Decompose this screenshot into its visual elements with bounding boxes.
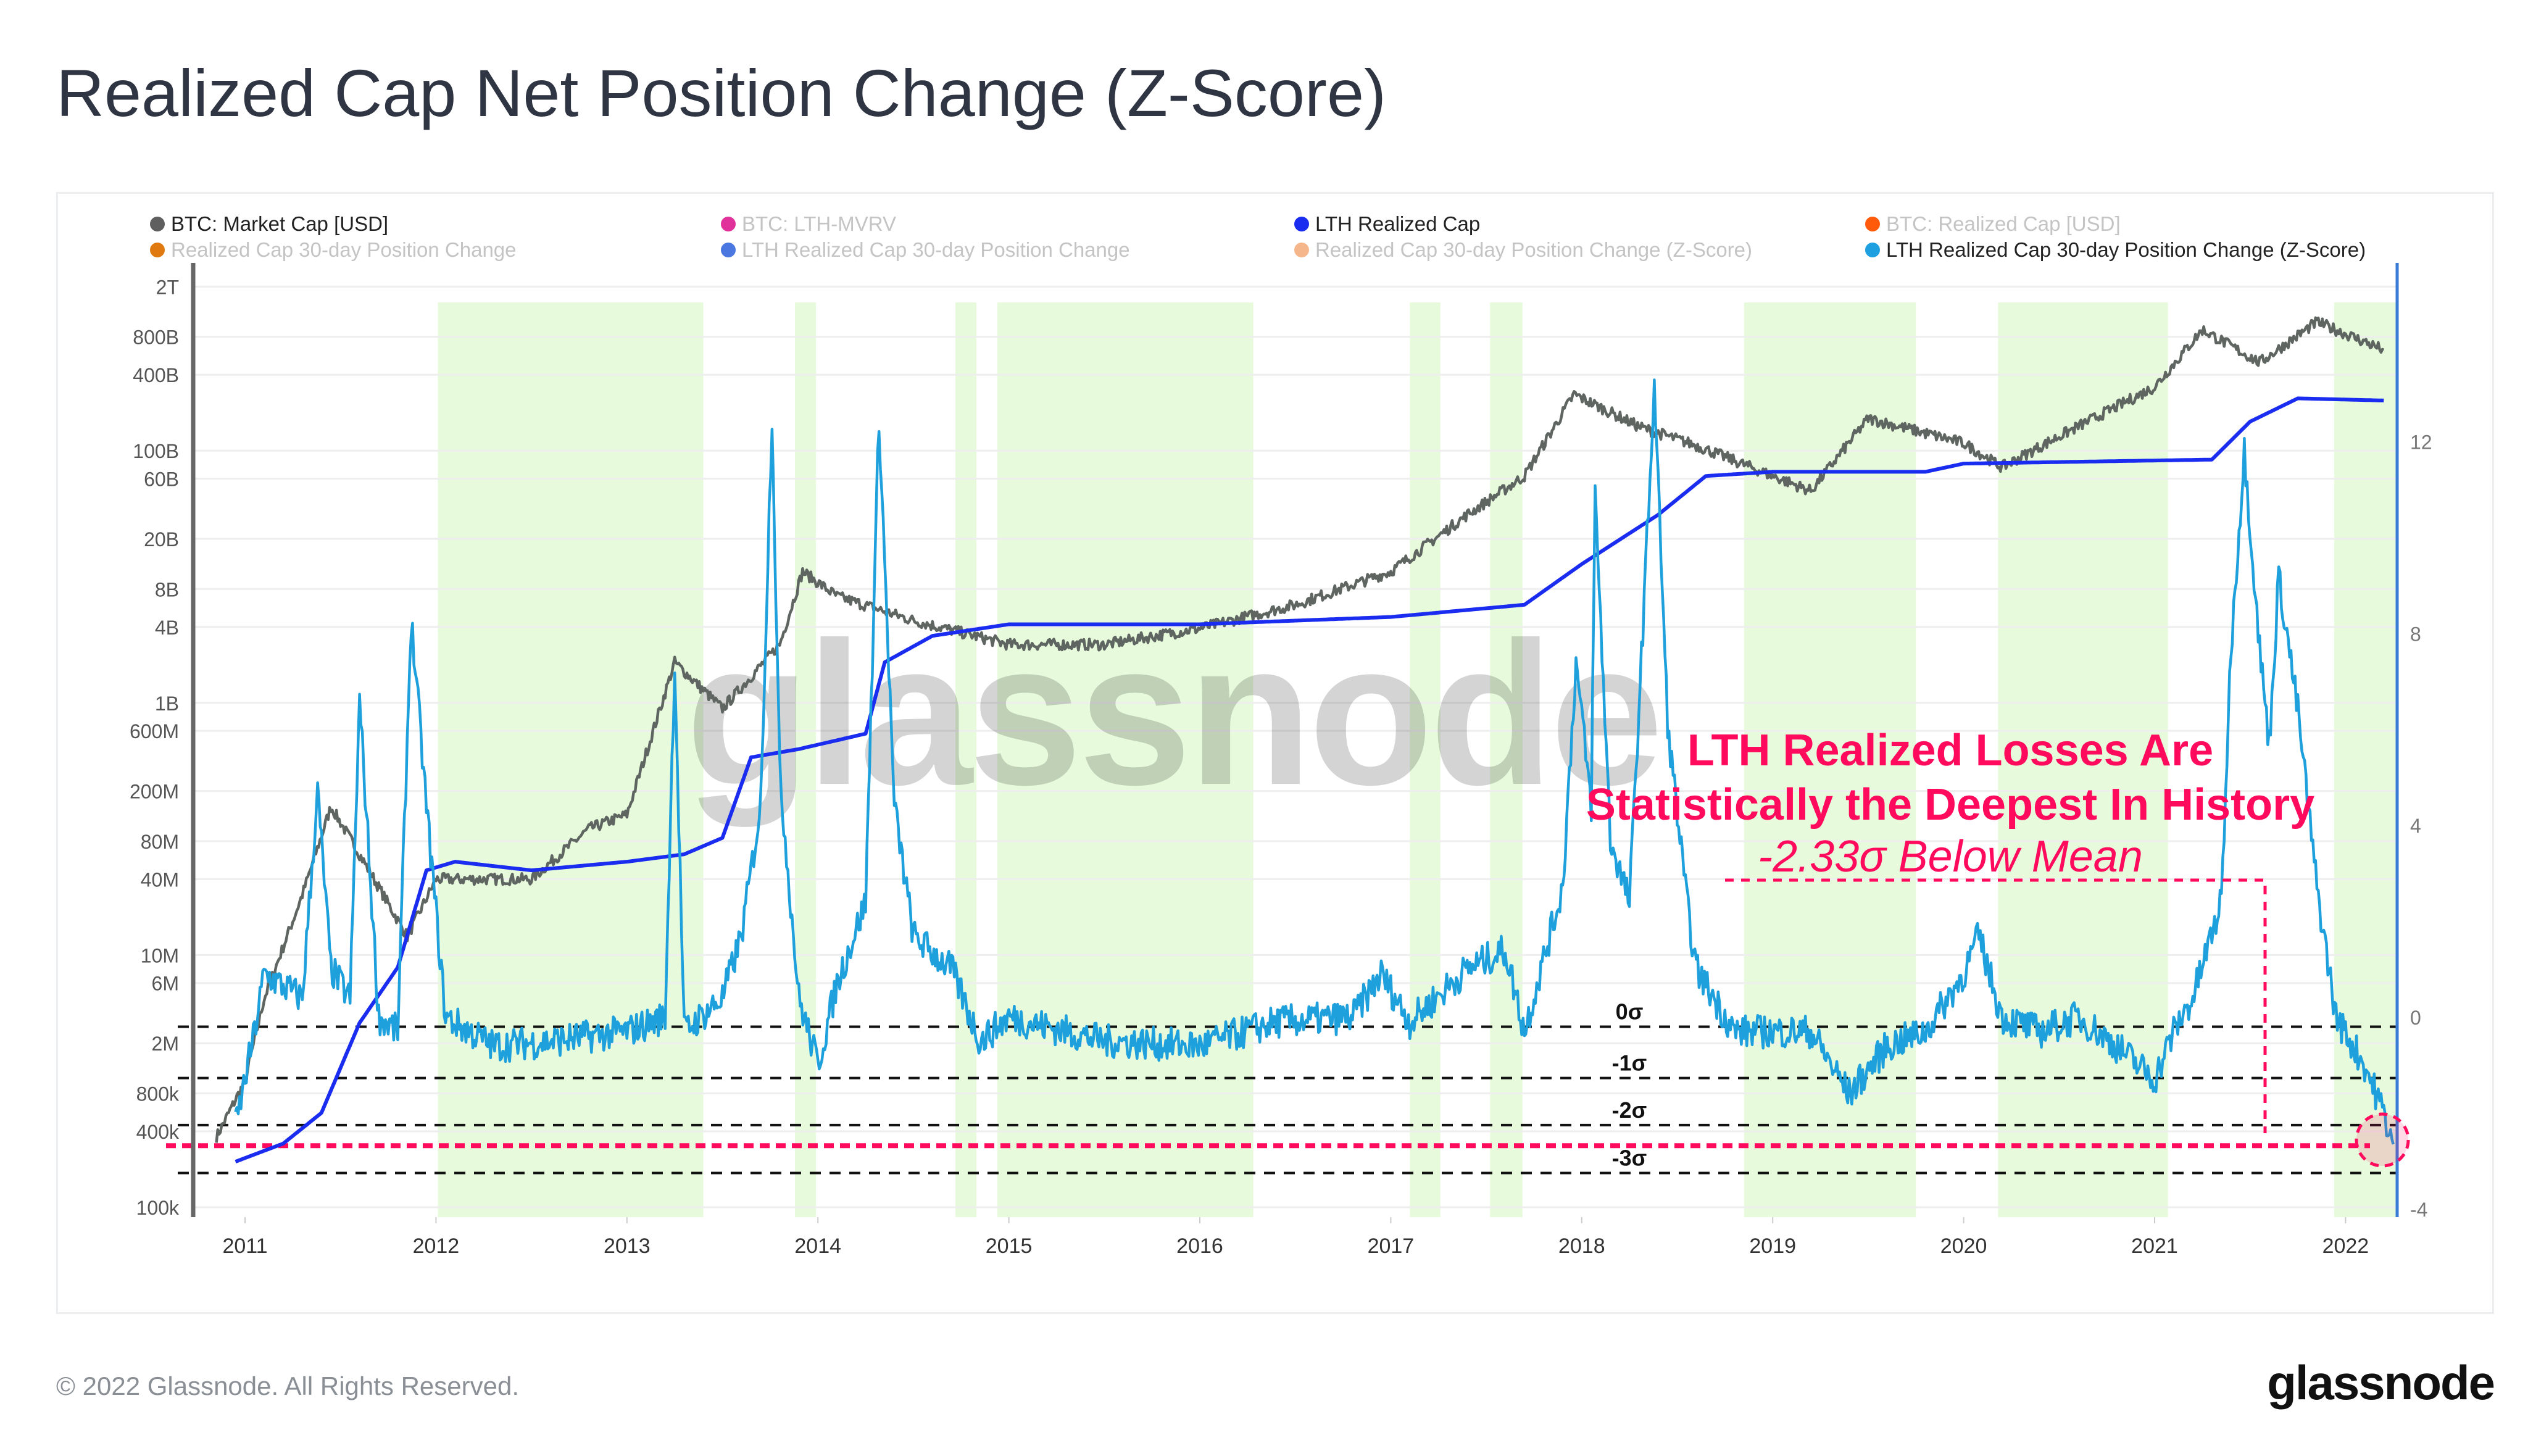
series-line-lth-realized-cap	[235, 396, 2385, 1163]
sigma-label: -3σ	[1612, 1146, 1647, 1171]
copyright: © 2022 Glassnode. All Rights Reserved.	[56, 1371, 520, 1400]
legend-item[interactable]: Realized Cap 30-day Position Change	[150, 238, 517, 262]
annotation-line-2: Statistically the Deepest In History	[1586, 780, 2314, 830]
right-tick-label: -4	[2410, 1199, 2427, 1221]
left-tick-label: 400B	[133, 364, 179, 386]
x-tick-label: 2013	[604, 1234, 651, 1258]
left-tick-label: 20B	[144, 528, 179, 551]
shaded-period	[795, 302, 817, 1217]
legend-dot-icon	[1865, 217, 1880, 231]
legend-dot-icon	[150, 217, 165, 231]
annotation-line-1: LTH Realized Losses Are	[1687, 726, 2213, 775]
shaded-period	[438, 302, 704, 1217]
shaded-period	[997, 302, 1254, 1217]
left-tick-label: 200M	[130, 781, 179, 803]
left-tick-label: 100B	[133, 440, 179, 462]
page-title: Realized Cap Net Position Change (Z-Scor…	[56, 56, 1386, 130]
series-line-lth-position-change-zscore	[234, 378, 2395, 1145]
legend-label: LTH Realized Cap 30-day Position Change …	[1886, 238, 2366, 261]
left-tick-label: 600M	[130, 720, 179, 743]
legend-dot-icon	[721, 243, 736, 257]
left-tick-label: 4B	[155, 617, 179, 639]
x-tick-label: 2022	[2322, 1234, 2369, 1258]
legend-dot-icon	[721, 217, 736, 231]
x-tick-label: 2018	[1558, 1234, 1605, 1258]
x-tick-label: 2017	[1368, 1234, 1415, 1258]
chart-frame	[56, 192, 2494, 1314]
series-line-market-cap	[215, 316, 2385, 1143]
legend-label: BTC: Market Cap [USD]	[171, 212, 389, 235]
legend-item[interactable]: LTH Realized Cap 30-day Position Change	[721, 238, 1130, 262]
left-tick-label: 2T	[156, 276, 179, 298]
left-tick-label: 8B	[155, 578, 179, 601]
highlight-circle	[2355, 1112, 2410, 1168]
x-tick-label: 2014	[794, 1234, 841, 1258]
legend-item[interactable]: BTC: Market Cap [USD]	[150, 212, 388, 236]
legend-dot-icon	[150, 243, 165, 257]
left-tick-label: 1B	[155, 693, 179, 715]
left-tick-label: 80M	[141, 831, 179, 853]
sigma-label: -2σ	[1612, 1097, 1647, 1123]
legend-label: BTC: Realized Cap [USD]	[1886, 212, 2121, 235]
legend-item[interactable]: Realized Cap 30-day Position Change (Z-S…	[1294, 238, 1752, 262]
legend-dot-icon	[1294, 217, 1309, 231]
x-tick-label: 2021	[2131, 1234, 2178, 1258]
x-tick-label: 2011	[222, 1234, 267, 1258]
right-tick-label: 8	[2410, 623, 2421, 645]
left-tick-label: 800k	[136, 1083, 180, 1105]
annotation-line-3: -2.33σ Below Mean	[1758, 832, 2143, 881]
legend-dot-icon	[1294, 243, 1309, 257]
left-tick-label: 10M	[141, 944, 179, 967]
legend-dot-icon	[1865, 243, 1880, 257]
legend-item[interactable]: LTH Realized Cap 30-day Position Change …	[1865, 238, 2366, 262]
x-tick-label: 2020	[1940, 1234, 1987, 1258]
x-tick-label: 2015	[986, 1234, 1033, 1258]
left-tick-label: 2M	[152, 1033, 179, 1055]
right-tick-label: 4	[2410, 815, 2421, 837]
legend-label: LTH Realized Cap	[1315, 212, 1481, 235]
legend-item[interactable]: LTH Realized Cap	[1294, 212, 1480, 236]
legend-label: LTH Realized Cap 30-day Position Change	[742, 238, 1130, 261]
legend-label: Realized Cap 30-day Position Change	[171, 238, 517, 261]
shaded-period	[955, 302, 977, 1217]
left-tick-label: 100k	[136, 1197, 180, 1219]
left-tick-label: 6M	[152, 973, 179, 995]
x-tick-label: 2012	[413, 1234, 460, 1258]
glassnode-logo: glassnode	[2267, 1355, 2495, 1410]
sigma-label: -1σ	[1612, 1050, 1647, 1076]
legend-item[interactable]: BTC: Realized Cap [USD]	[1865, 212, 2121, 236]
x-tick-label: 2016	[1176, 1234, 1223, 1258]
legend-item[interactable]: BTC: LTH-MVRV	[721, 212, 896, 236]
left-tick-label: 400k	[136, 1121, 180, 1143]
left-tick-label: 800B	[133, 327, 179, 349]
shaded-period	[2334, 302, 2397, 1217]
legend-label: BTC: LTH-MVRV	[742, 212, 896, 235]
sigma-label: 0σ	[1616, 999, 1644, 1025]
right-tick-label: 0	[2410, 1007, 2421, 1029]
annotation-bracket	[1725, 878, 2267, 1133]
shaded-period	[1410, 302, 1441, 1217]
legend-label: Realized Cap 30-day Position Change (Z-S…	[1315, 238, 1753, 261]
left-tick-label: 40M	[141, 868, 179, 891]
left-tick-label: 60B	[144, 468, 179, 491]
shaded-period	[1490, 302, 1523, 1217]
x-tick-label: 2019	[1749, 1234, 1796, 1258]
right-tick-label: 12	[2410, 431, 2432, 454]
